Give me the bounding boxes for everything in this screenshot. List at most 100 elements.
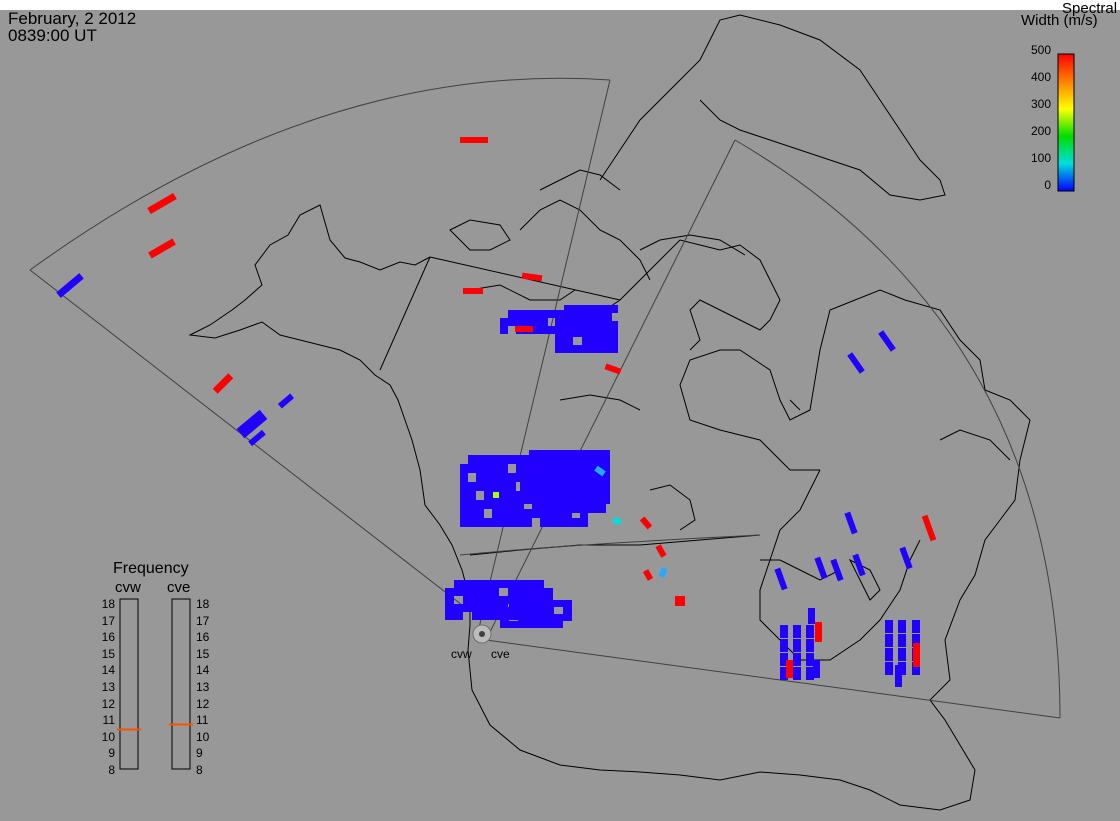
echo-cell xyxy=(548,518,556,527)
echo-cell xyxy=(490,580,499,588)
echo-cell xyxy=(520,468,529,477)
echo-cell xyxy=(574,473,582,481)
echo-cell xyxy=(545,607,554,614)
echo-cell xyxy=(582,481,590,489)
echo-cell xyxy=(493,492,499,498)
frequency-tick: 16 xyxy=(101,630,115,645)
echo-cell xyxy=(555,313,564,321)
frequency-tick: 17 xyxy=(196,613,210,628)
echo-cell xyxy=(520,495,529,504)
echo-cell xyxy=(550,473,558,481)
echo-cell xyxy=(563,607,572,614)
echo-cell xyxy=(558,505,566,513)
echo-cell xyxy=(463,604,472,612)
echo-cell xyxy=(564,305,573,313)
echo-cell xyxy=(481,596,490,604)
echo-cell xyxy=(563,600,572,607)
frequency-tick: 8 xyxy=(108,763,115,777)
echo-cell xyxy=(454,612,463,620)
echo-cell xyxy=(538,495,547,504)
echo-cell xyxy=(540,318,548,326)
echo-cell xyxy=(564,313,573,321)
echo-cell xyxy=(898,648,906,661)
echo-cell xyxy=(554,614,563,621)
echo-cell xyxy=(564,337,573,345)
echo-cell xyxy=(558,473,566,481)
echo-cell xyxy=(898,634,906,647)
echo-cell xyxy=(600,329,609,337)
echo-cell xyxy=(236,409,268,439)
frequency-tick: 12 xyxy=(101,696,115,711)
echo-cell xyxy=(565,459,574,468)
echo-cell xyxy=(675,596,685,606)
frequency-tick: 11 xyxy=(102,713,115,728)
echo-cell xyxy=(609,321,618,329)
echo-cell xyxy=(565,450,574,459)
echo-cell xyxy=(895,665,902,687)
echo-cell xyxy=(609,305,618,313)
frequency-tick: 12 xyxy=(196,696,210,711)
echo-cell xyxy=(460,491,468,500)
echo-cell xyxy=(468,509,476,518)
echo-cell xyxy=(780,625,788,638)
echo-cell xyxy=(536,607,545,614)
echo-cell xyxy=(558,465,566,473)
echo-cell xyxy=(540,500,548,509)
echo-cell xyxy=(582,505,590,513)
echo-cell xyxy=(806,625,814,638)
echo-cell xyxy=(558,489,566,497)
echo-cell xyxy=(885,662,893,675)
echo-cell xyxy=(508,612,517,620)
echo-cell xyxy=(532,509,540,518)
echo-cell xyxy=(527,621,536,628)
echo-cell xyxy=(847,352,865,374)
echo-cell xyxy=(555,337,564,345)
echo-cell xyxy=(612,516,622,526)
echo-cell xyxy=(500,455,508,464)
echo-cell xyxy=(463,596,472,604)
echo-cell xyxy=(248,429,266,447)
echo-cell xyxy=(582,337,591,345)
echo-cell xyxy=(813,660,820,678)
echo-cell xyxy=(454,588,463,596)
echo-cell xyxy=(556,477,565,486)
echo-cell xyxy=(509,607,518,614)
echo-cell xyxy=(574,489,582,497)
echo-cell xyxy=(484,473,492,482)
echo-cell xyxy=(490,604,499,612)
echo-cell xyxy=(472,588,481,596)
echo-cell xyxy=(509,600,518,607)
echo-cell xyxy=(454,604,463,612)
echo-cell xyxy=(529,459,538,468)
colorbar-tick: 500 xyxy=(1030,43,1051,57)
echo-cell xyxy=(520,459,529,468)
echo-cell xyxy=(592,459,601,468)
echo-cell xyxy=(536,614,545,621)
echo-cell xyxy=(601,459,610,468)
frequency-tick: 11 xyxy=(196,713,209,728)
echo-cell xyxy=(532,310,540,318)
echo-cell xyxy=(548,310,556,318)
echo-cell xyxy=(508,491,516,500)
echo-cell xyxy=(921,514,937,542)
echo-cell xyxy=(574,481,582,489)
echo-cell xyxy=(481,604,490,612)
echo-cell xyxy=(793,639,801,652)
echo-cell xyxy=(468,491,476,500)
frequency-tick: 18 xyxy=(101,597,115,611)
echo-cell xyxy=(500,464,508,473)
echo-cell xyxy=(563,614,572,621)
frequency-tick: 15 xyxy=(196,646,210,661)
echo-cell xyxy=(148,238,176,259)
echo-cell xyxy=(500,500,508,509)
echo-cell xyxy=(492,482,500,491)
frequency-tick: 18 xyxy=(196,597,210,611)
fov-outlines xyxy=(29,77,1061,719)
spectral-width-colorbar xyxy=(1057,53,1075,192)
coastlines xyxy=(188,14,1031,811)
echo-cell xyxy=(490,612,499,620)
echo-cell xyxy=(913,643,920,667)
echo-cell xyxy=(780,639,788,652)
